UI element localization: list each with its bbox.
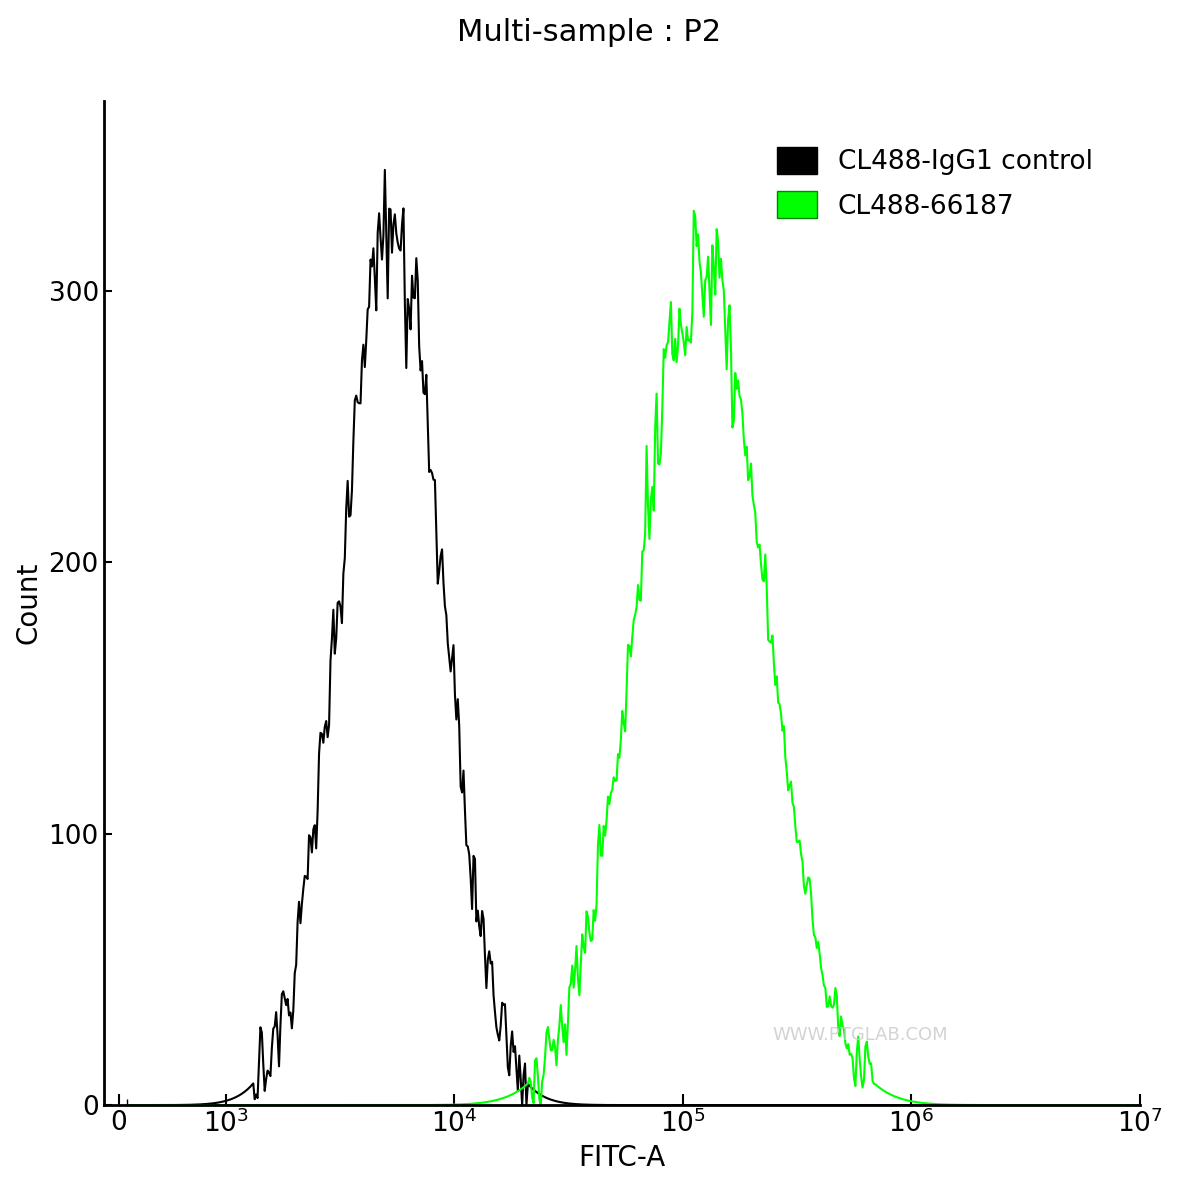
Text: WWW.PTGLAB.COM: WWW.PTGLAB.COM <box>773 1026 948 1043</box>
Y-axis label: Count: Count <box>15 561 44 645</box>
Legend: CL488-IgG1 control, CL488-66187: CL488-IgG1 control, CL488-66187 <box>765 134 1106 233</box>
X-axis label: FITC-A: FITC-A <box>578 1144 666 1172</box>
Text: Multi-sample : P2: Multi-sample : P2 <box>457 18 721 46</box>
